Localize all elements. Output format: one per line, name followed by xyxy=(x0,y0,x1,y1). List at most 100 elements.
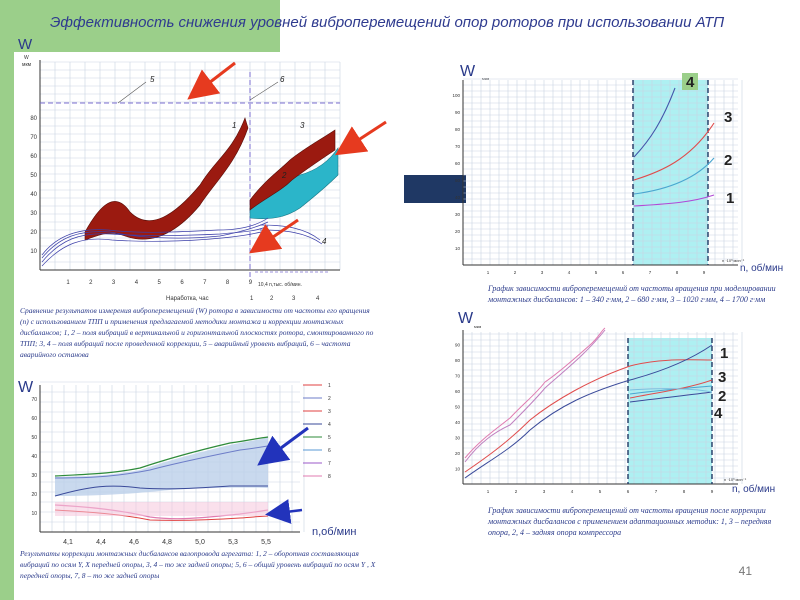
navy-block xyxy=(404,175,466,203)
chart3-xtick: 9 xyxy=(703,270,706,275)
chart3-ytick: 10 xyxy=(455,246,461,251)
chart3-xtick: 7 xyxy=(649,270,652,275)
chart3-ytick: 20 xyxy=(455,229,461,234)
chart2-ytick: 20 xyxy=(31,492,37,498)
chart1-xtick: 7 xyxy=(203,280,207,286)
chart1-xtick: 5 xyxy=(158,280,162,286)
chart1-y-unit: W xyxy=(24,55,29,61)
chart2-xtick: 4,1 xyxy=(63,539,73,546)
chart4-ytick: 40 xyxy=(455,420,461,425)
chart3-ytick: 40 xyxy=(455,195,461,200)
chart3-xtick: 6 xyxy=(622,270,625,275)
chart3-xlabel: n, об/мин xyxy=(740,262,783,274)
chart3-ytick: 60 xyxy=(455,161,461,166)
chart4-label-1: 1 xyxy=(720,345,728,362)
chart2-legend-item: 8 xyxy=(328,474,331,480)
chart1-xtick: 9 xyxy=(249,280,253,286)
chart4-xtick: 4 xyxy=(571,489,574,494)
chart1-xlabel2-2: 2 xyxy=(270,296,274,302)
chart1-label-1: 1 xyxy=(232,121,236,130)
chart1-xlabel2-3: 3 xyxy=(292,296,296,302)
chart3-xtick: 2 xyxy=(514,270,517,275)
chart3-xtick: 5 xyxy=(595,270,598,275)
chart1-xlabel: Наработка, час xyxy=(166,296,209,302)
chart1-xtick: 8 xyxy=(226,280,230,286)
chart1-xtick: 4 xyxy=(135,280,139,286)
chart3-xtick: 8 xyxy=(676,270,679,275)
chart1-band-1 xyxy=(84,117,249,241)
chart4-ytick: 30 xyxy=(455,436,461,441)
chart3-xtick: 1 xyxy=(487,270,490,275)
chart3-x-unit: n ·10³ мин⁻¹ xyxy=(722,258,745,263)
chart2-ytick: 70 xyxy=(31,397,37,403)
chart4-label-3: 3 xyxy=(718,369,726,386)
chart3-ytick: 90 xyxy=(455,110,461,115)
chart1-ytick: 10 xyxy=(30,249,37,255)
slide-title: Эффективность снижения уровней вибропере… xyxy=(50,14,725,31)
chart3-w-letter: W xyxy=(460,63,476,80)
chart4-xtick: 5 xyxy=(599,489,602,494)
chart4-curves xyxy=(464,327,713,479)
caption-chart1: Сравнение результатов измерения вибропер… xyxy=(20,306,374,359)
chart3-xtick: 4 xyxy=(568,270,571,275)
chart2-xlabel: n,об/мин xyxy=(312,526,356,538)
chart4-xtick: 1 xyxy=(487,489,490,494)
chart2-xtick: 4,4 xyxy=(96,539,106,546)
chart1-ytick: 40 xyxy=(30,192,37,198)
chart2-arrow xyxy=(257,426,309,466)
chart1-label-3: 3 xyxy=(300,121,305,130)
chart2-xtick: 4,6 xyxy=(129,539,139,546)
chart2-ytick: 60 xyxy=(31,416,37,422)
caption-chart4: График зависимости виброперемещений от ч… xyxy=(488,506,772,537)
chart2-xtick: 5,3 xyxy=(228,539,238,546)
chart2-legend-item: 5 xyxy=(328,435,331,441)
chart1-ytick: 80 xyxy=(30,116,37,122)
chart1-x-end-label: 10,4 n,тыс. об/мин. xyxy=(258,282,302,288)
chart1-ytick: 70 xyxy=(30,135,37,141)
chart4-xtick: 6 xyxy=(627,489,630,494)
chart2: W 10 20 30 40 50 60 70 4,1 4,4 4,6 4,8 5,0 5,3 5,5 n… xyxy=(18,379,356,546)
chart1-ytick: 50 xyxy=(30,173,37,179)
chart2-legend-item: 3 xyxy=(328,409,331,415)
page-number: 41 xyxy=(738,564,752,578)
chart1-xlabel2-1: 1 xyxy=(250,296,254,302)
chart4-xtick: 2 xyxy=(515,489,518,494)
chart4-xtick: 7 xyxy=(655,489,658,494)
chart4-x-unit: n ·10³ мин⁻¹ xyxy=(724,477,747,482)
chart1: W W мкм 10 20 30 40 50 60 70 80 1 2 3 4 5 6 7 8 9 10,4 … xyxy=(18,36,387,302)
chart2-arrow-2 xyxy=(265,499,303,524)
chart4-label-2: 2 xyxy=(718,388,726,405)
chart3-ytick: 100 xyxy=(452,93,460,98)
chart2-ytick: 40 xyxy=(31,454,37,460)
title-band xyxy=(14,0,280,52)
chart3: W мкм 10 20 30 40 50 60 70 80 90 100 1 2 3 4 5 6 7 8 9 n … xyxy=(452,63,783,275)
left-accent-bar xyxy=(0,0,14,600)
chart4-ytick: 50 xyxy=(455,405,461,410)
chart4-label-4: 4 xyxy=(714,405,723,422)
chart3-label-3: 3 xyxy=(724,109,732,126)
svg-text:мкм: мкм xyxy=(22,62,32,68)
chart3-label-1: 1 xyxy=(726,190,734,207)
chart4-xtick: 9 xyxy=(711,489,714,494)
chart2-series-blue-top xyxy=(54,445,269,479)
chart4-ytick: 90 xyxy=(455,343,461,348)
chart1-label-2: 2 xyxy=(281,171,287,180)
chart4-ytick: 80 xyxy=(455,358,461,363)
caption-chart2: Результаты коррекции монтажных дисбаланс… xyxy=(20,549,376,580)
chart2-legend-item: 4 xyxy=(328,422,331,428)
chart4-w-letter: W xyxy=(458,310,474,327)
chart2-legend-item: 6 xyxy=(328,448,331,454)
chart1-xtick: 1 xyxy=(66,280,70,286)
chart1-arrow-corrected xyxy=(249,218,299,254)
chart3-ytick: 70 xyxy=(455,144,461,149)
chart4-ytick: 20 xyxy=(455,451,461,456)
chart2-xtick: 4,8 xyxy=(162,539,172,546)
chart2-ytick: 10 xyxy=(31,511,37,517)
chart3-curves xyxy=(633,87,715,207)
chart1-ytick: 60 xyxy=(30,154,37,160)
chart2-legend-item: 2 xyxy=(328,396,331,402)
chart1-xtick: 3 xyxy=(112,280,116,286)
chart2-w-letter: W xyxy=(18,379,34,396)
chart1-xtick: 6 xyxy=(180,280,184,286)
